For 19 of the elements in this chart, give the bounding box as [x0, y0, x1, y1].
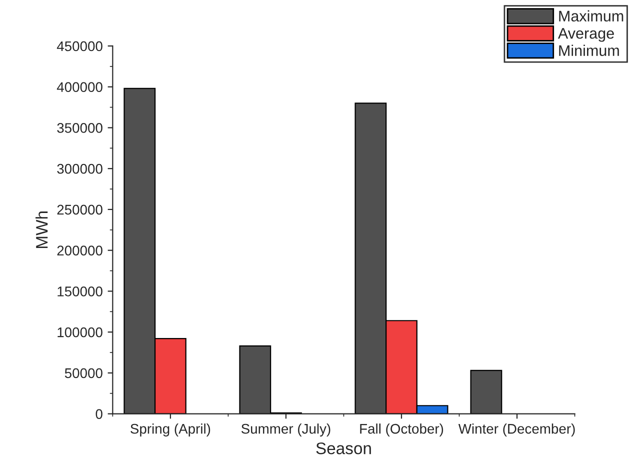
x-tick-label: Summer (July) [241, 424, 330, 436]
x-tick-label: Fall (October) [360, 424, 444, 436]
y-tick-label: 400000 [56, 82, 102, 92]
legend-label: Average [558, 28, 614, 42]
y-tick-label: 250000 [57, 204, 102, 215]
y-tick-label: 300000 [57, 164, 102, 174]
y-tick-label: 450000 [56, 41, 102, 52]
y-axis-title: MWh [36, 212, 48, 248]
y-tick-label: 150000 [58, 286, 102, 296]
y-tick-label: 200000 [57, 246, 102, 256]
y-tick-label: 50000 [64, 368, 102, 378]
legend-label: Minimum [559, 44, 619, 56]
x-tick-label: Winter (December) [458, 424, 575, 436]
legend-label: Maximum [559, 10, 624, 22]
y-tick-label: 100000 [58, 327, 102, 338]
y-tick-label: 350000 [57, 123, 102, 133]
x-tick-label: Spring (April) [130, 424, 210, 436]
y-tick-label: 0 [96, 409, 102, 419]
x-axis-title: Season [316, 442, 371, 454]
